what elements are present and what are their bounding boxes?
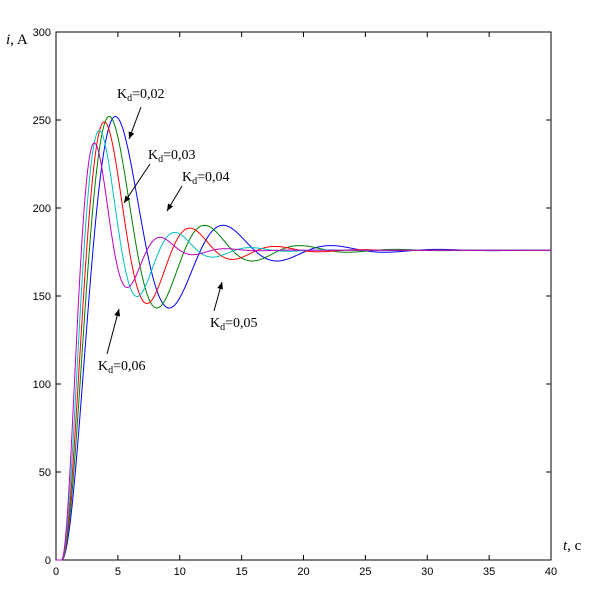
y-axis-title: i, A	[6, 32, 28, 48]
x-tick-label: 0	[53, 566, 59, 578]
annotation-arrowhead	[124, 195, 131, 203]
y-tick-label: 250	[33, 115, 51, 127]
annotation-arrow-line	[123, 163, 151, 204]
x-tick-label: 25	[359, 566, 371, 578]
x-tick-label: 30	[421, 566, 433, 578]
x-axis: 0 5 10 15 20 25 30 35 40	[53, 32, 557, 578]
y-tick-label: 0	[45, 555, 51, 567]
annotation-arrowhead	[217, 282, 224, 290]
annotation-arrow-line	[106, 308, 120, 355]
series-layer	[56, 115, 552, 561]
annotation-arrowhead	[114, 309, 121, 317]
x-tick-label: 35	[483, 566, 495, 578]
y-axis: 0 50 100 150 200 250 300	[33, 27, 551, 567]
plot-frame	[55, 31, 552, 561]
y-tick-label: 300	[33, 27, 51, 39]
annotation-layer: Kd=0,02 Kd=0,03 Kd=0,04 Kd=0,05 Kd=0,06	[98, 87, 258, 376]
x-tick-label: 40	[545, 566, 557, 578]
x-tick-label: 10	[174, 566, 186, 578]
annotation-label: Kd=0,02	[117, 87, 165, 104]
annotation-label: Kd=0,04	[182, 170, 230, 187]
x-tick-label: 5	[115, 566, 121, 578]
annotation-arrowhead	[167, 203, 174, 211]
annotation-arrowhead	[128, 131, 135, 139]
y-tick-label: 200	[33, 203, 51, 215]
x-tick-label: 20	[297, 566, 309, 578]
y-tick-label: 100	[33, 379, 51, 391]
y-tick-label: 50	[39, 467, 51, 479]
annotation-label: Kd=0,06	[98, 359, 146, 376]
annotation-label: Kd=0,03	[148, 148, 196, 165]
x-tick-label: 15	[236, 566, 248, 578]
series-line-5	[56, 142, 551, 561]
annotation-label: Kd=0,05	[210, 316, 258, 333]
y-tick-label: 150	[33, 291, 51, 303]
x-axis-title: t, c	[563, 538, 582, 554]
